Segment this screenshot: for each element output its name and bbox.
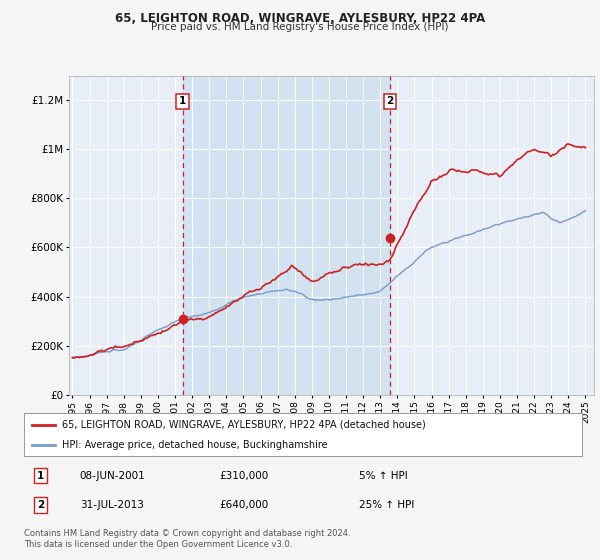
Text: 65, LEIGHTON ROAD, WINGRAVE, AYLESBURY, HP22 4PA (detached house): 65, LEIGHTON ROAD, WINGRAVE, AYLESBURY, … — [62, 420, 425, 430]
Text: 2: 2 — [386, 96, 394, 106]
Text: Price paid vs. HM Land Registry's House Price Index (HPI): Price paid vs. HM Land Registry's House … — [151, 22, 449, 32]
Text: 2: 2 — [37, 500, 44, 510]
Text: 31-JUL-2013: 31-JUL-2013 — [80, 500, 143, 510]
Text: £310,000: £310,000 — [220, 470, 269, 480]
Text: 1: 1 — [37, 470, 44, 480]
Text: £640,000: £640,000 — [220, 500, 269, 510]
Text: 1: 1 — [179, 96, 186, 106]
Text: 25% ↑ HPI: 25% ↑ HPI — [359, 500, 414, 510]
Bar — [182, 76, 390, 395]
Text: 65, LEIGHTON ROAD, WINGRAVE, AYLESBURY, HP22 4PA: 65, LEIGHTON ROAD, WINGRAVE, AYLESBURY, … — [115, 12, 485, 25]
Text: HPI: Average price, detached house, Buckinghamshire: HPI: Average price, detached house, Buck… — [62, 441, 328, 450]
Text: 08-JUN-2001: 08-JUN-2001 — [80, 470, 146, 480]
Text: 5% ↑ HPI: 5% ↑ HPI — [359, 470, 407, 480]
Text: Contains HM Land Registry data © Crown copyright and database right 2024.
This d: Contains HM Land Registry data © Crown c… — [24, 529, 350, 549]
